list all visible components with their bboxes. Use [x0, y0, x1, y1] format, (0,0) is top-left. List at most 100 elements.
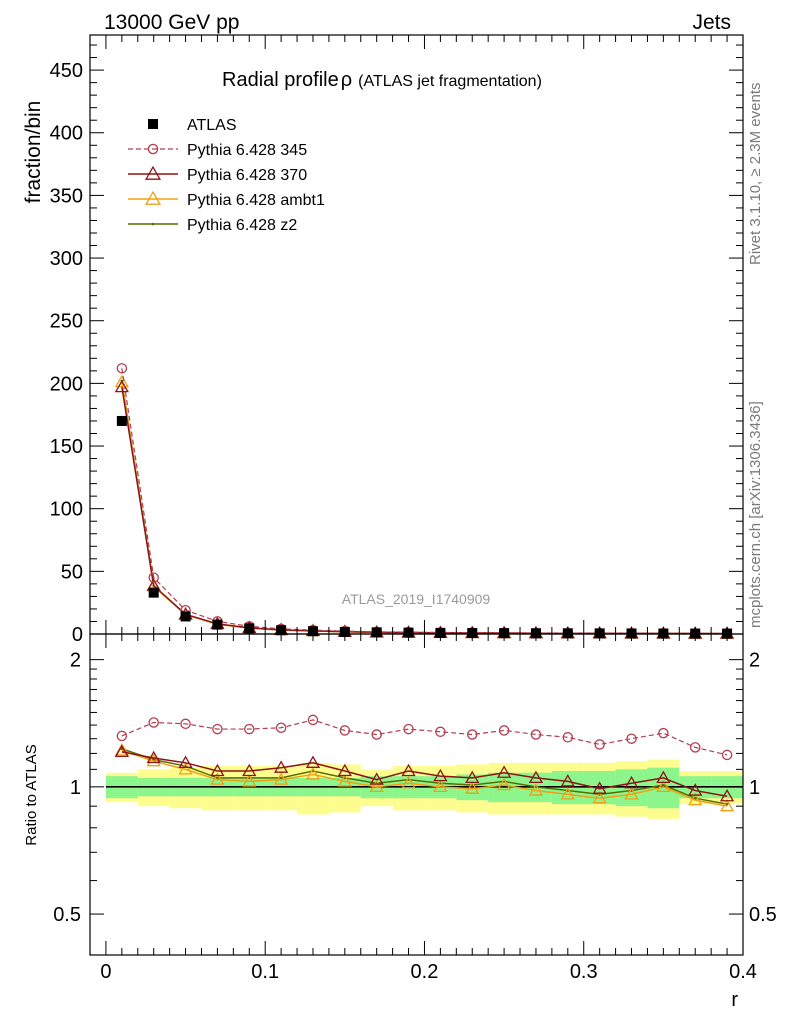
legend-label: Pythia 6.428 345 [187, 142, 307, 159]
ratio-point [305, 767, 321, 780]
chart-title-symbol: ρ [341, 69, 352, 91]
ratio-point [178, 762, 193, 775]
ratio-point [339, 725, 351, 736]
ratio-point [274, 772, 289, 785]
ratio-point [307, 714, 319, 726]
ratio-point [337, 774, 352, 787]
ratio-point [465, 770, 480, 784]
legend-entry: Pythia 6.428 370 [128, 165, 307, 184]
legend-marker [151, 222, 155, 226]
ratio-point [114, 743, 129, 756]
ratio-point [371, 729, 382, 740]
ratio-point [116, 730, 128, 742]
legend-marker [144, 190, 162, 205]
data-point [116, 415, 127, 426]
ratio-band-stat [647, 767, 680, 809]
ratio-point [466, 729, 478, 740]
rivet-version-label: Rivet 3.1.10, ≥ 2.3M events [747, 83, 764, 266]
mcplots-label: mcplots.cern.ch [arXiv:1306.3436] [747, 401, 764, 628]
ratio-point [626, 733, 637, 744]
ratio-point [212, 723, 223, 735]
x-tick-label: 0.4 [729, 961, 757, 983]
legend-label: Pythia 6.428 ambt1 [187, 192, 325, 209]
ratio-tick-label: 1 [70, 777, 81, 799]
header-left-label: 13000 GeV pp [104, 11, 239, 34]
legend-label: ATLAS [187, 117, 237, 134]
ratio-point [688, 783, 703, 796]
ratio-point [274, 760, 289, 773]
x-tick-label: 0 [100, 961, 111, 983]
ratio-series-line [121, 751, 728, 798]
ratio-point [721, 749, 733, 761]
ratio-point [242, 763, 257, 777]
analysis-watermark: ATLAS_2019_I1740909 [342, 591, 491, 607]
ratio-point [178, 755, 193, 768]
ratio-point [433, 768, 448, 782]
ratio-point [656, 779, 671, 792]
ratio-point [369, 772, 384, 785]
ratio-point [693, 796, 697, 800]
ratio-point [496, 777, 512, 791]
legend-entry: Pythia 6.428 345 [128, 142, 307, 159]
y-tick-label: 350 [50, 185, 83, 207]
ratio-tick-label: 0.5 [53, 904, 81, 926]
ratio-point [279, 776, 283, 780]
legend: ATLAS Pythia 6.428 345 Pythia 6.428 370 Pyt… [128, 117, 325, 234]
series-point [114, 374, 129, 388]
ratio-series-line [121, 749, 728, 807]
data-point [212, 619, 223, 630]
ratio-tick-label-right: 1 [749, 777, 760, 799]
ratio-point [624, 787, 639, 800]
legend-label: Pythia 6.428 370 [187, 167, 307, 184]
chart-subtitle: (ATLAS jet fragmentation) [358, 73, 542, 90]
ratio-point [242, 774, 257, 787]
ratio-point [658, 727, 669, 739]
chart-title-text: Radial profile [222, 69, 339, 91]
y-tick-label: 100 [50, 499, 83, 521]
y-axis-label: fraction/bin [22, 101, 45, 204]
ratio-point [662, 783, 665, 787]
ratio-point [435, 726, 446, 738]
ratio-point [560, 774, 575, 787]
ratio-point [719, 788, 735, 802]
ratio-point [210, 772, 225, 785]
series-point [116, 363, 128, 374]
ratio-point [401, 763, 416, 777]
ratio-point [146, 753, 161, 767]
legend-entry: Pythia 6.428 z2 [128, 217, 297, 234]
ratio-point [624, 775, 639, 789]
legend-label: Pythia 6.428 z2 [187, 217, 297, 234]
legend-marker [144, 165, 162, 180]
ratio-point [148, 717, 159, 728]
ratio-panel [105, 714, 743, 819]
ratio-point [114, 744, 129, 758]
y-tick-label: 250 [50, 311, 83, 333]
y-tick-label: 50 [61, 561, 83, 583]
ratio-point [725, 802, 729, 806]
ratio-point [180, 718, 191, 730]
x-tick-label: 0.3 [570, 961, 598, 983]
ratio-tick-label-right: 0.5 [749, 904, 777, 926]
y-tick-label: 300 [50, 248, 83, 270]
ratio-frame [89, 633, 744, 956]
ratio-point [244, 723, 255, 735]
ratio-point [210, 763, 225, 777]
legend-entry: ATLAS [148, 117, 237, 134]
data-point [180, 611, 191, 622]
ratio-point [498, 725, 510, 736]
y-tick-label: 450 [50, 60, 83, 82]
chart-title: Radial profile ρ (ATLAS jet fragmentation) [222, 69, 542, 91]
ratio-point [465, 781, 480, 794]
legend-entry: Pythia 6.428 ambt1 [128, 190, 325, 209]
ratio-point [594, 739, 605, 750]
y-tick-label: 0 [72, 624, 83, 646]
ratio-point [528, 770, 544, 784]
ratio-point [719, 798, 735, 812]
ratio-point [530, 729, 542, 740]
y-tick-label: 150 [50, 436, 83, 458]
legend-marker [148, 119, 158, 129]
ratio-point [369, 779, 384, 792]
x-tick-label: 0.2 [411, 961, 439, 983]
ratio-tick-label: 2 [70, 650, 81, 672]
